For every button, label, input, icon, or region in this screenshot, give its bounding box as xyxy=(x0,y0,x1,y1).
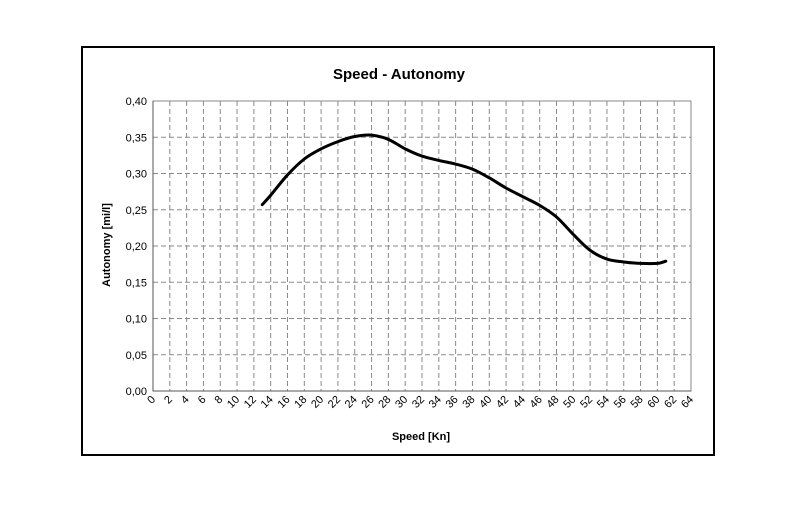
y-tick-label: 0,30 xyxy=(126,169,147,181)
series-group xyxy=(260,133,668,266)
x-tick-label: 6 xyxy=(196,394,209,407)
x-tick-label: 52 xyxy=(578,394,595,411)
x-tick-label: 38 xyxy=(460,394,477,411)
x-tick-label: 26 xyxy=(360,394,377,411)
x-tick-label: 64 xyxy=(679,394,696,411)
x-tick-label: 30 xyxy=(393,394,410,411)
chart-frame: Speed - Autonomy 0,00 0,05 0,10 0,15 0,20 0,2… xyxy=(81,46,715,456)
chart-title: Speed - Autonomy xyxy=(333,66,466,83)
x-tick-label: 4 xyxy=(179,394,192,407)
x-tick-label: 42 xyxy=(494,394,511,411)
y-tick-label: 0,25 xyxy=(126,205,147,217)
y-tick-label: 0,35 xyxy=(126,132,147,144)
y-tick-label: 0,10 xyxy=(126,314,147,326)
x-tick-label: 12 xyxy=(242,394,259,411)
x-tick-label: 36 xyxy=(444,394,461,411)
x-tick-label: 32 xyxy=(410,394,427,411)
y-tick-label: 0,40 xyxy=(126,96,147,108)
y-tick-label: 0,15 xyxy=(126,277,147,289)
chart-svg: Speed - Autonomy 0,00 0,05 0,10 0,15 0,20 0,2… xyxy=(101,66,696,443)
x-tick-label: 16 xyxy=(275,394,292,411)
x-tick-label: 62 xyxy=(662,394,679,411)
x-tick-label: 34 xyxy=(427,394,444,411)
y-tick-label: 0,05 xyxy=(126,350,147,362)
y-tick-label: 0,00 xyxy=(126,386,147,398)
x-axis-title: Speed [Kn] xyxy=(392,431,450,443)
x-tick-label: 28 xyxy=(376,394,393,411)
x-tick-label: 54 xyxy=(595,394,612,411)
axes xyxy=(152,101,691,392)
y-axis-title: Autonomy [mi/l] xyxy=(101,203,113,287)
x-tick-label: 10 xyxy=(225,394,242,411)
y-tick-labels: 0,00 0,05 0,10 0,15 0,20 0,25 0,30 0,35 0,40 xyxy=(126,96,147,398)
grid xyxy=(152,100,692,392)
x-tick-label: 46 xyxy=(528,394,545,411)
x-tick-label: 20 xyxy=(309,394,326,411)
x-tick-label: 14 xyxy=(259,394,276,411)
x-tick-label: 2 xyxy=(162,394,175,407)
x-tick-label: 8 xyxy=(213,394,226,407)
x-tick-label: 18 xyxy=(292,394,309,411)
x-tick-label: 40 xyxy=(477,394,494,411)
x-tick-label: 44 xyxy=(511,394,528,411)
series-line xyxy=(260,133,668,266)
x-tick-labels: 0 2 4 6 8 10 12 14 16 18 20 22 24 26 28 30 32 34 36 38 40 42 4… xyxy=(145,394,696,411)
x-tick-label: 58 xyxy=(629,394,646,411)
x-tick-label: 0 xyxy=(145,394,158,407)
x-tick-label: 48 xyxy=(544,394,561,411)
x-tick-label: 50 xyxy=(561,394,578,411)
x-tick-label: 22 xyxy=(326,394,343,411)
x-tick-label: 60 xyxy=(645,394,662,411)
x-tick-label: 24 xyxy=(343,394,360,411)
x-tick-label: 56 xyxy=(612,394,629,411)
y-tick-label: 0,20 xyxy=(126,241,147,253)
